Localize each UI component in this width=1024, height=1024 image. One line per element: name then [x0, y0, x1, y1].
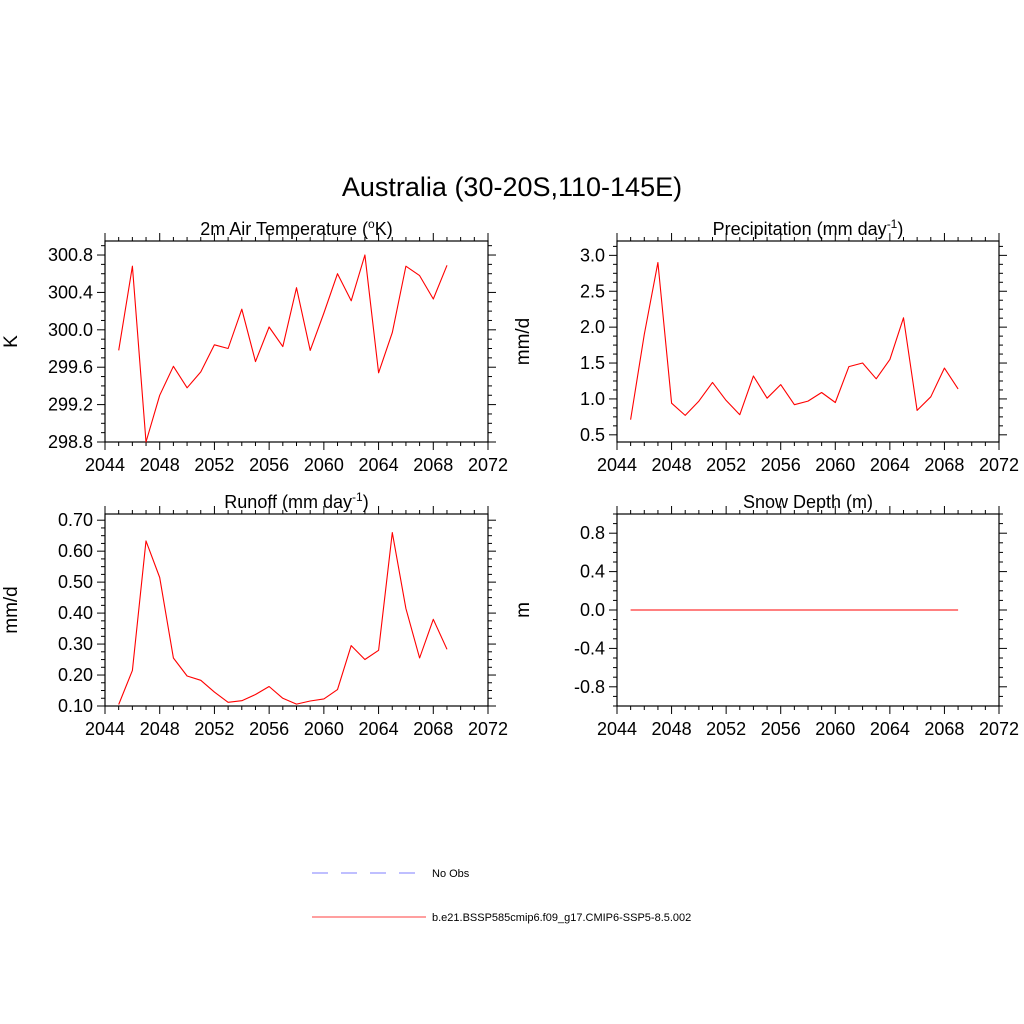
y-tick-label: 1.5	[580, 353, 605, 373]
x-tick-label: 2056	[761, 719, 801, 739]
x-tick-label: 2044	[597, 719, 637, 739]
x-tick-label: 2052	[706, 455, 746, 475]
x-tick-label: 2048	[140, 719, 180, 739]
legend-label: b.e21.BSSP585cmip6.f09_g17.CMIP6-SSP5-8.…	[432, 912, 691, 924]
x-tick-label: 2052	[194, 455, 234, 475]
panel-title-text: Runoff (mm day	[224, 492, 352, 512]
x-tick-label: 2072	[979, 719, 1019, 739]
y-tick-label: 3.0	[580, 245, 605, 265]
x-tick-label: 2048	[652, 719, 692, 739]
plot-frame	[616, 240, 1000, 443]
x-tick-label: 2064	[359, 455, 399, 475]
x-tick-label: 2072	[979, 455, 1019, 475]
y-tick-label: 298.8	[48, 432, 93, 452]
x-tick-label: 2048	[652, 455, 692, 475]
panel-title-end: )	[363, 492, 369, 512]
y-tick-label: 0.0	[580, 600, 605, 620]
x-tick-label: 2056	[761, 455, 801, 475]
y-tick-label: 2.5	[580, 281, 605, 301]
y-tick-label: 300.8	[48, 245, 93, 265]
y-tick-label: 300.0	[48, 320, 93, 340]
panel-title-text: Snow Depth (m)	[743, 492, 873, 512]
x-tick-label: 2060	[304, 455, 344, 475]
panel-title: Runoff (mm day-1)	[224, 490, 368, 512]
x-tick-label: 2068	[924, 719, 964, 739]
y-tick-label: 1.0	[580, 389, 605, 409]
panel-title-superscript: -1	[887, 217, 898, 231]
y-tick-label: 0.5	[580, 425, 605, 445]
panel-temperature: 2m Air Temperature (oK) K 2044 2048 2052 2056…	[1, 217, 508, 475]
x-tick-label: 2064	[870, 455, 910, 475]
y-axis-label: mm/d	[513, 318, 534, 366]
y-tick-label: 300.4	[48, 282, 93, 302]
y-tick-label: -0.8	[574, 677, 605, 697]
panel-title-text: 2m Air Temperature (	[200, 219, 368, 239]
x-tick-label: 2044	[85, 719, 125, 739]
y-tick-label: 0.4	[580, 562, 605, 582]
x-tick-label: 2060	[304, 719, 344, 739]
x-tick-label: 2052	[706, 719, 746, 739]
x-tick-label: 2072	[468, 455, 508, 475]
x-tick-label: 2044	[597, 455, 637, 475]
series-line-temperature-0	[118, 254, 448, 443]
panels: 2m Air Temperature (oK) K 2044 2048 2052 2056…	[1, 217, 1019, 739]
y-tick-label: 0.40	[58, 603, 93, 623]
panel-title-superscript: o	[368, 217, 375, 231]
x-tick-label: 2064	[359, 719, 399, 739]
x-tick-label: 2060	[815, 719, 855, 739]
y-tick-label: 2.0	[580, 317, 605, 337]
figure-title: Australia (30-20S,110-145E)	[342, 172, 682, 202]
panel-title: Snow Depth (m)	[743, 492, 873, 512]
panel-precipitation: Precipitation (mm day-1) mm/d 2044 2048 2052…	[513, 217, 1019, 475]
legend: No Obs b.e21.BSSP585cmip6.f09_g17.CMIP6-S…	[312, 868, 691, 924]
y-axis-label: mm/d	[1, 586, 22, 634]
x-tick-label: 2064	[870, 719, 910, 739]
y-tick-label: 0.70	[58, 510, 93, 530]
x-tick-label: 2056	[249, 455, 289, 475]
plot-frame	[104, 513, 489, 707]
x-tick-label: 2048	[140, 455, 180, 475]
series-line-runoff-0	[118, 532, 448, 705]
x-tick-label: 2056	[249, 719, 289, 739]
legend-label: No Obs	[432, 868, 470, 880]
panel-title-text: Precipitation (mm day	[713, 219, 887, 239]
y-tick-label: 0.50	[58, 572, 93, 592]
y-tick-label: 299.6	[48, 357, 93, 377]
panel-title-superscript: -1	[352, 490, 363, 504]
x-tick-label: 2060	[815, 455, 855, 475]
series-line-precipitation-0	[630, 261, 959, 420]
panel-runoff: Runoff (mm day-1) mm/d 2044 2048 2052 2056 206…	[1, 490, 508, 739]
panel-title: Precipitation (mm day-1)	[713, 217, 904, 239]
panel-title-end: K)	[375, 219, 393, 239]
y-axis-label: K	[1, 335, 22, 348]
y-axis-label: m	[513, 602, 534, 618]
y-tick-label: -0.4	[574, 638, 605, 658]
panel-title-end: )	[897, 219, 903, 239]
y-tick-label: 0.60	[58, 541, 93, 561]
x-tick-label: 2068	[413, 455, 453, 475]
x-tick-label: 2068	[924, 455, 964, 475]
y-tick-label: 0.8	[580, 523, 605, 543]
y-tick-label: 0.20	[58, 665, 93, 685]
plot-frame	[104, 240, 489, 443]
panel-snow-depth: Snow Depth (m) m 2044 2048 2052 2056 2060 2064 2…	[513, 492, 1019, 739]
x-tick-label: 2068	[413, 719, 453, 739]
panel-title: 2m Air Temperature (oK)	[200, 217, 392, 239]
y-tick-label: 299.2	[48, 395, 93, 415]
x-tick-label: 2044	[85, 455, 125, 475]
y-tick-label: 0.30	[58, 634, 93, 654]
x-tick-label: 2072	[468, 719, 508, 739]
x-tick-label: 2052	[194, 719, 234, 739]
y-tick-label: 0.10	[58, 696, 93, 716]
